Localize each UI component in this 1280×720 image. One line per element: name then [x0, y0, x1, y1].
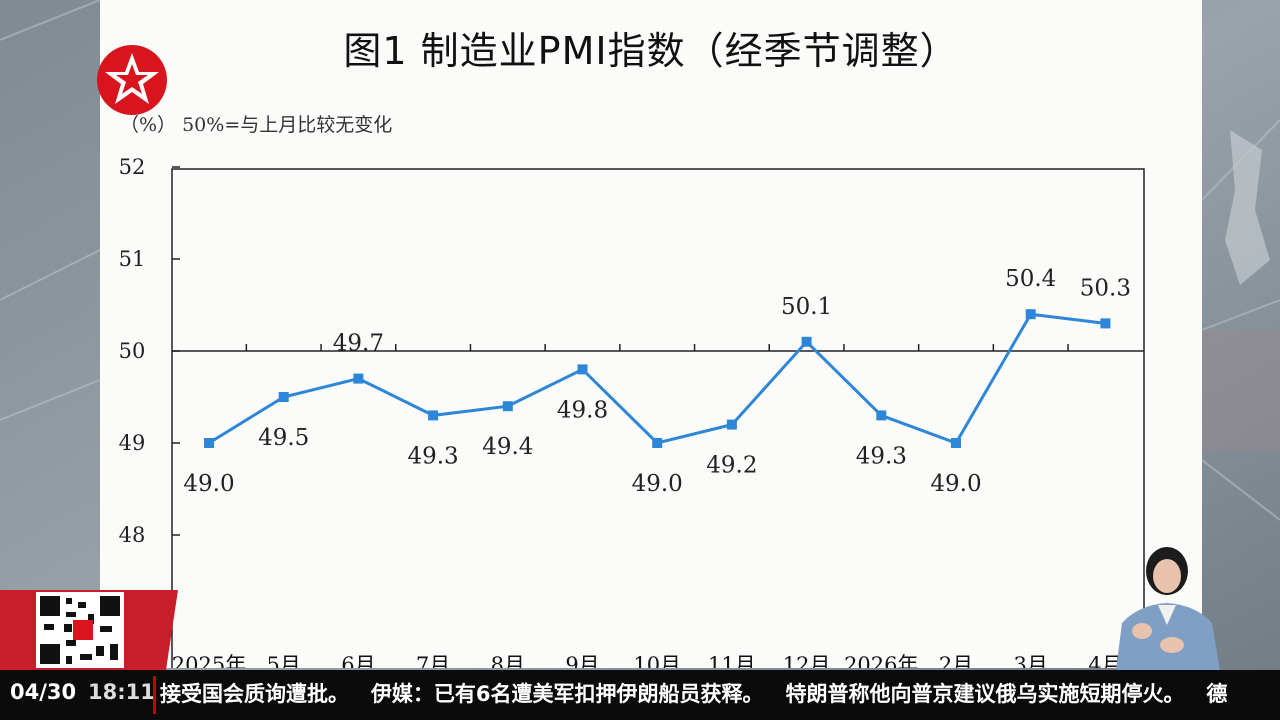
data-label: 49.2: [706, 453, 757, 479]
data-point: [577, 364, 588, 375]
x-tick-label: 12月: [783, 653, 831, 668]
data-point: [1100, 318, 1111, 329]
ticker-separator: [153, 676, 156, 714]
data-label: 49.3: [407, 443, 458, 469]
data-label: 49.7: [333, 331, 384, 357]
x-tick-label: 5月: [267, 653, 301, 668]
data-point: [502, 401, 513, 412]
data-label: 49.0: [183, 471, 234, 497]
sign-language-interpreter: [1116, 547, 1220, 670]
data-point: [801, 336, 812, 347]
data-point: [726, 419, 737, 430]
y-tick-label: 49: [119, 431, 146, 455]
y-tick-label: 50: [119, 339, 146, 363]
x-tick-label: 8月: [491, 653, 525, 668]
qr-code-icon: [0, 590, 178, 670]
data-label: 50.3: [1080, 275, 1131, 301]
chart-title: 图1 制造业PMI指数（经季节调整）: [343, 29, 959, 73]
data-point: [1025, 309, 1036, 320]
data-point: [204, 438, 214, 448]
x-tick-label: 4月: [1088, 653, 1122, 668]
x-tick-label: 2025年: [172, 653, 246, 668]
data-point: [652, 438, 663, 448]
x-tick-label: 2月: [939, 653, 973, 668]
data-label: 49.3: [856, 443, 907, 469]
x-tick-label: 6月: [341, 653, 375, 668]
ticker-time: 18:11: [88, 680, 155, 704]
data-point: [951, 438, 961, 448]
ticker-headlines: 接受国会质询遭批。 伊媒：已有6名遭美军扣押伊朗船员获释。 特朗普称他向普京建议…: [160, 682, 1228, 706]
plot-frame: [171, 168, 1145, 668]
y-tick-label: 51: [119, 247, 146, 271]
chart-panel: 图1 制造业PMI指数（经季节调整） （%） 50%=与上月比较无变化 48 49…: [100, 0, 1202, 668]
data-point: [428, 410, 439, 421]
data-label: 49.5: [258, 425, 309, 451]
pmi-line-chart: 48 49 50 51 52 2025年 5月 6月 7月 8月 9月 10月 11月 12月 2026年 2…: [119, 155, 1145, 668]
data-label: 49.8: [557, 397, 608, 423]
station-logo-icon: [97, 45, 167, 115]
news-ticker: 04/30 18:11 接受国会质询遭批。 伊媒：已有6名遭美军扣押伊朗船员获释…: [0, 670, 1280, 720]
data-point: [353, 373, 364, 384]
unit-note: （%） 50%=与上月比较无变化: [120, 114, 393, 136]
data-label: 50.1: [781, 294, 832, 320]
x-tick-label: 3月: [1014, 653, 1048, 668]
y-tick-label: 48: [119, 523, 146, 547]
x-tick-label: 11月: [708, 653, 756, 668]
x-tick-label: 10月: [633, 653, 681, 668]
data-label: 50.4: [1005, 266, 1056, 292]
data-label: 49.0: [930, 471, 981, 497]
data-point: [876, 410, 887, 421]
y-tick-label: 52: [119, 155, 146, 179]
x-tick-label: 9月: [565, 653, 599, 668]
ticker-date: 04/30: [10, 680, 77, 704]
x-tick-label: 2026年: [844, 653, 918, 668]
data-label: 49.4: [482, 434, 533, 460]
data-label: 49.0: [632, 471, 683, 497]
data-point: [278, 392, 289, 402]
x-tick-label: 7月: [416, 653, 450, 668]
